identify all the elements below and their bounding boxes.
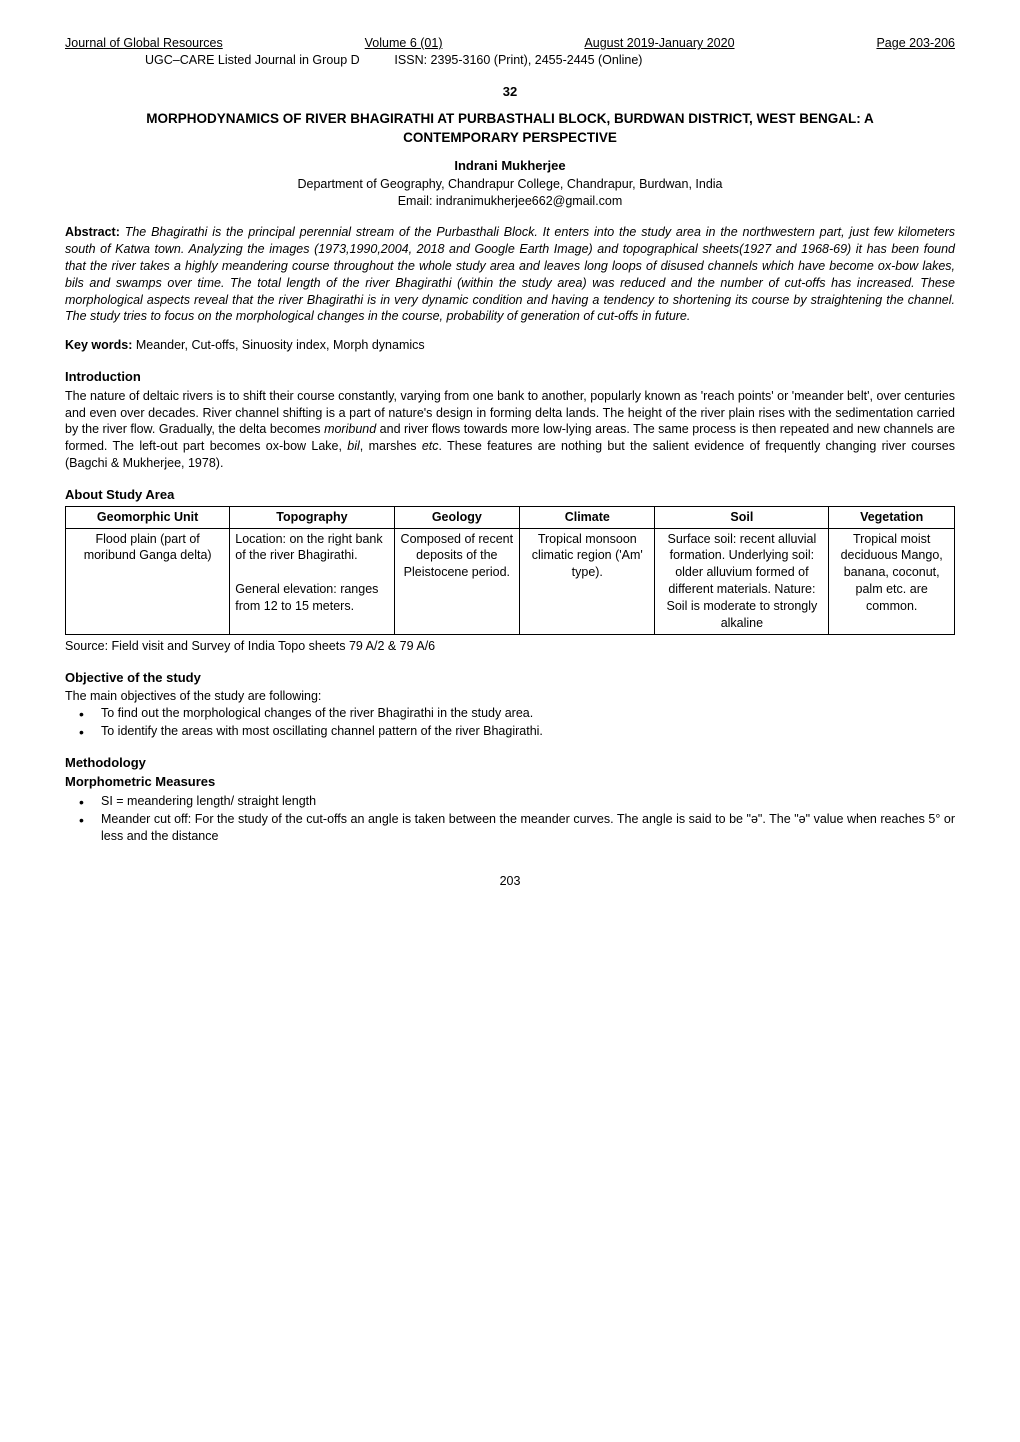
list-item: To find out the morphological changes of… [79, 705, 955, 722]
cell-vegetation: Tropical moist deciduous Mango, banana, … [829, 528, 955, 634]
table-col-climate: Climate [520, 506, 655, 528]
page-number: 203 [65, 873, 955, 890]
author-affiliation: Department of Geography, Chandrapur Coll… [65, 176, 955, 193]
journal-name: Journal of Global Resources [65, 35, 223, 52]
cell-soil: Surface soil: recent alluvial formation.… [655, 528, 829, 634]
methodology-list: SI = meandering length/ straight length … [79, 793, 955, 845]
article-title: MORPHODYNAMICS OF RIVER BHAGIRATHI AT PU… [105, 110, 915, 146]
cell-geomorphic: Flood plain (part of moribund Ganga delt… [66, 528, 230, 634]
methodology-heading: Methodology [65, 754, 955, 772]
table-source: Source: Field visit and Survey of India … [65, 638, 955, 655]
objective-intro: The main objectives of the study are fol… [65, 688, 955, 705]
journal-subheader: UGC–CARE Listed Journal in Group D ISSN:… [65, 52, 955, 69]
introduction-paragraph: The nature of deltaic rivers is to shift… [65, 388, 955, 472]
cell-geology: Composed of recent deposits of the Pleis… [394, 528, 520, 634]
table-col-topography: Topography [230, 506, 394, 528]
keywords-label: Key words: [65, 338, 136, 352]
table-col-vegetation: Vegetation [829, 506, 955, 528]
journal-date: August 2019-January 2020 [584, 35, 734, 52]
list-item: To identify the areas with most oscillat… [79, 723, 955, 740]
list-item: SI = meandering length/ straight length [79, 793, 955, 810]
keywords-body: Meander, Cut-offs, Sinuosity index, Morp… [136, 338, 425, 352]
intro-italic-1: moribund [324, 422, 376, 436]
section-number: 32 [65, 83, 955, 101]
journal-pages: Page 203-206 [876, 35, 955, 52]
table-col-geomorphic: Geomorphic Unit [66, 506, 230, 528]
abstract-label: Abstract: [65, 225, 125, 239]
study-area-heading: About Study Area [65, 486, 955, 504]
journal-header-row: Journal of Global Resources Volume 6 (01… [65, 35, 955, 52]
cell-climate: Tropical monsoon climatic region ('Am' t… [520, 528, 655, 634]
author-email: Email: indranimukherjee662@gmail.com [65, 193, 955, 210]
list-item: Meander cut off: For the study of the cu… [79, 811, 955, 845]
journal-issn: ISSN: 2395-3160 (Print), 2455-2445 (Onli… [394, 53, 642, 67]
cell-topography: Location: on the right bank of the river… [230, 528, 394, 634]
abstract-block: Abstract: The Bhagirathi is the principa… [65, 224, 955, 325]
journal-volume: Volume 6 (01) [365, 35, 443, 52]
keywords-block: Key words: Meander, Cut-offs, Sinuosity … [65, 337, 955, 354]
journal-listing: UGC–CARE Listed Journal in Group D [145, 53, 360, 67]
author-name: Indrani Mukherjee [65, 157, 955, 175]
abstract-body: The Bhagirathi is the principal perennia… [65, 225, 955, 323]
objective-list: To find out the morphological changes of… [79, 705, 955, 740]
introduction-heading: Introduction [65, 368, 955, 386]
table-header-row: Geomorphic Unit Topography Geology Clima… [66, 506, 955, 528]
table-row: Flood plain (part of moribund Ganga delt… [66, 528, 955, 634]
intro-text-3: , marshes [360, 439, 422, 453]
intro-italic-2: bil [347, 439, 360, 453]
methodology-subheading: Morphometric Measures [65, 773, 955, 791]
study-area-table: Geomorphic Unit Topography Geology Clima… [65, 506, 955, 635]
objective-heading: Objective of the study [65, 669, 955, 687]
intro-italic-3: etc [422, 439, 439, 453]
table-col-geology: Geology [394, 506, 520, 528]
table-col-soil: Soil [655, 506, 829, 528]
